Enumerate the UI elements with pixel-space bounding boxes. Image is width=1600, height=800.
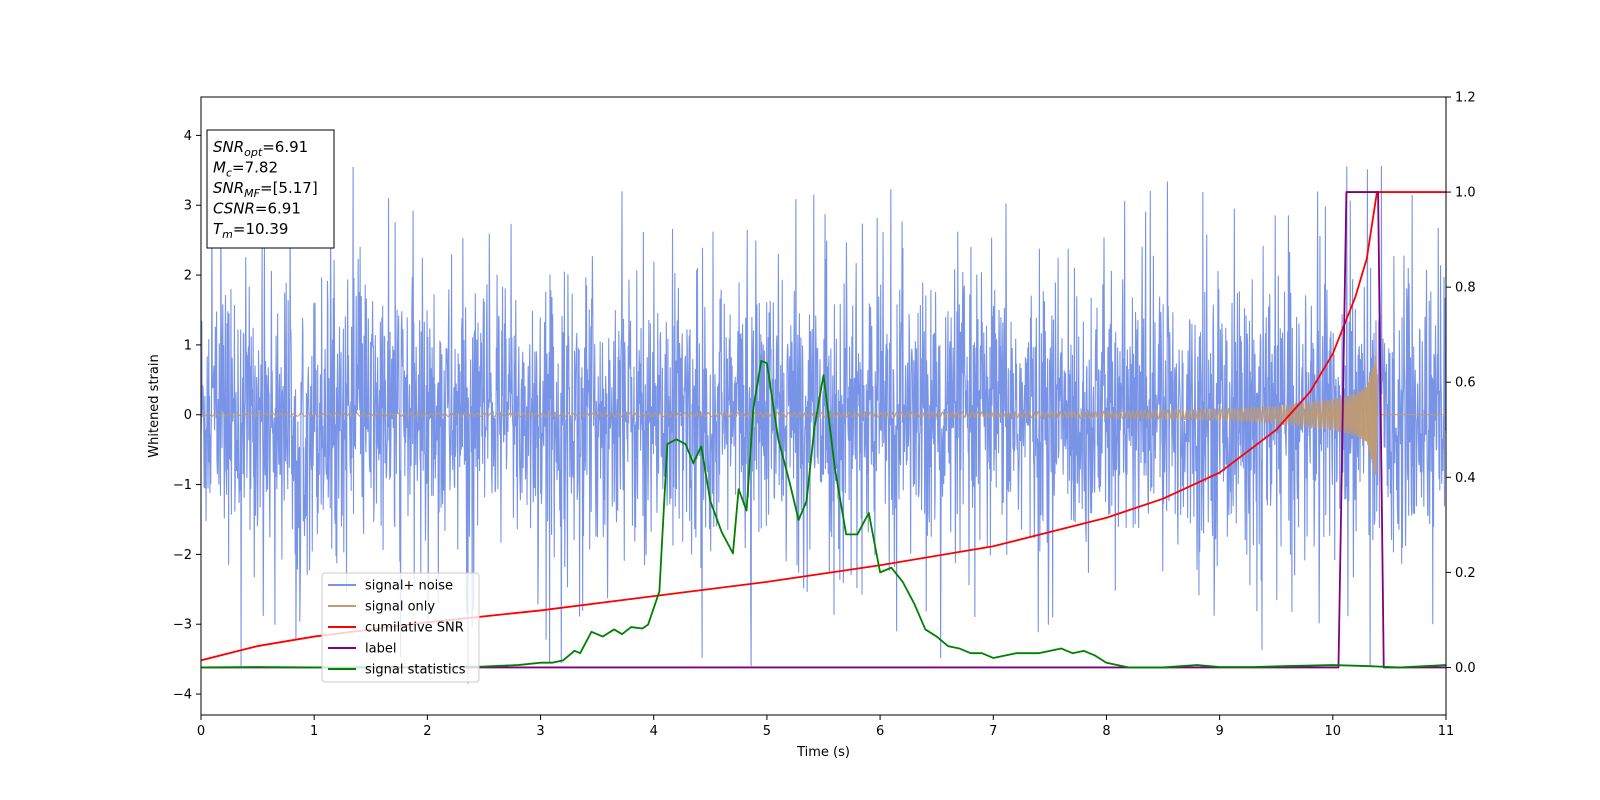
y-tick-label: −3 [173,618,192,633]
series-signal-statistics-line [201,359,1446,669]
y-tick-label: −4 [173,688,192,703]
x-tick-label: 1 [310,724,318,739]
plot-frame [200,96,1447,716]
info-line: CSNR=6.91 [213,200,301,218]
x-tick-label: 10 [1325,724,1342,739]
legend-entry: cumilative SNR [365,621,464,636]
y-tick-label: 3 [184,199,192,214]
y2-tick-label: 1.0 [1455,186,1476,201]
y-tick-label: 2 [184,269,192,284]
legend-entry: label [365,642,396,657]
x-tick-label: 6 [876,724,884,739]
axes: 0 1 2 3 4 5 6 7 8 9 10 11 −4 −3 −2 −1 0 1 2 3 4 0.0 0.2 0.4 0.6 0… [147,91,1476,761]
x-tick-label: 4 [650,724,658,739]
legend-entry: signal+ noise [365,579,453,594]
legend-frame [321,572,480,683]
y-tick-label: −1 [173,478,192,493]
y2-tick-label: 0.4 [1455,471,1476,486]
x-tick-label: 2 [423,724,431,739]
y2-tick-label: 0.2 [1455,566,1476,581]
y2-tick-label: 1.2 [1455,91,1476,106]
x-tick-label: 0 [197,724,205,739]
x-tick-label: 9 [1215,724,1223,739]
info-line: SNRMF=[5.17] [213,179,318,200]
series-signal-noise-line [201,165,1446,684]
info-box-frame [206,129,335,249]
y2-tick-label: 0.8 [1455,281,1476,296]
info-line: Mc=7.82 [213,159,278,180]
legend-entry: signal only [365,600,435,615]
x-tick-label: 7 [989,724,997,739]
y-axis-label: Whitened strain [147,354,162,457]
y-tick-label: −2 [173,548,192,563]
x-tick-label: 3 [536,724,544,739]
y2-tick-label: 0.0 [1455,661,1476,676]
info-line: Tm=10.39 [213,220,288,241]
x-axis-label: Time (s) [796,745,850,760]
y-tick-label: 4 [184,129,192,144]
legend-entry: signal statistics [365,663,466,678]
y-tick-label: 1 [184,338,192,353]
y-tick-label: 0 [184,408,192,423]
x-tick-label: 5 [763,724,771,739]
series-signal-only-line [201,353,1446,476]
legend: signal+ noise signal only cumilative SNR la… [321,572,480,683]
y2-tick-label: 0.6 [1455,376,1476,391]
x-tick-label: 11 [1438,724,1455,739]
x-tick-label: 8 [1102,724,1110,739]
info-line: SNRopt=6.91 [213,138,308,159]
